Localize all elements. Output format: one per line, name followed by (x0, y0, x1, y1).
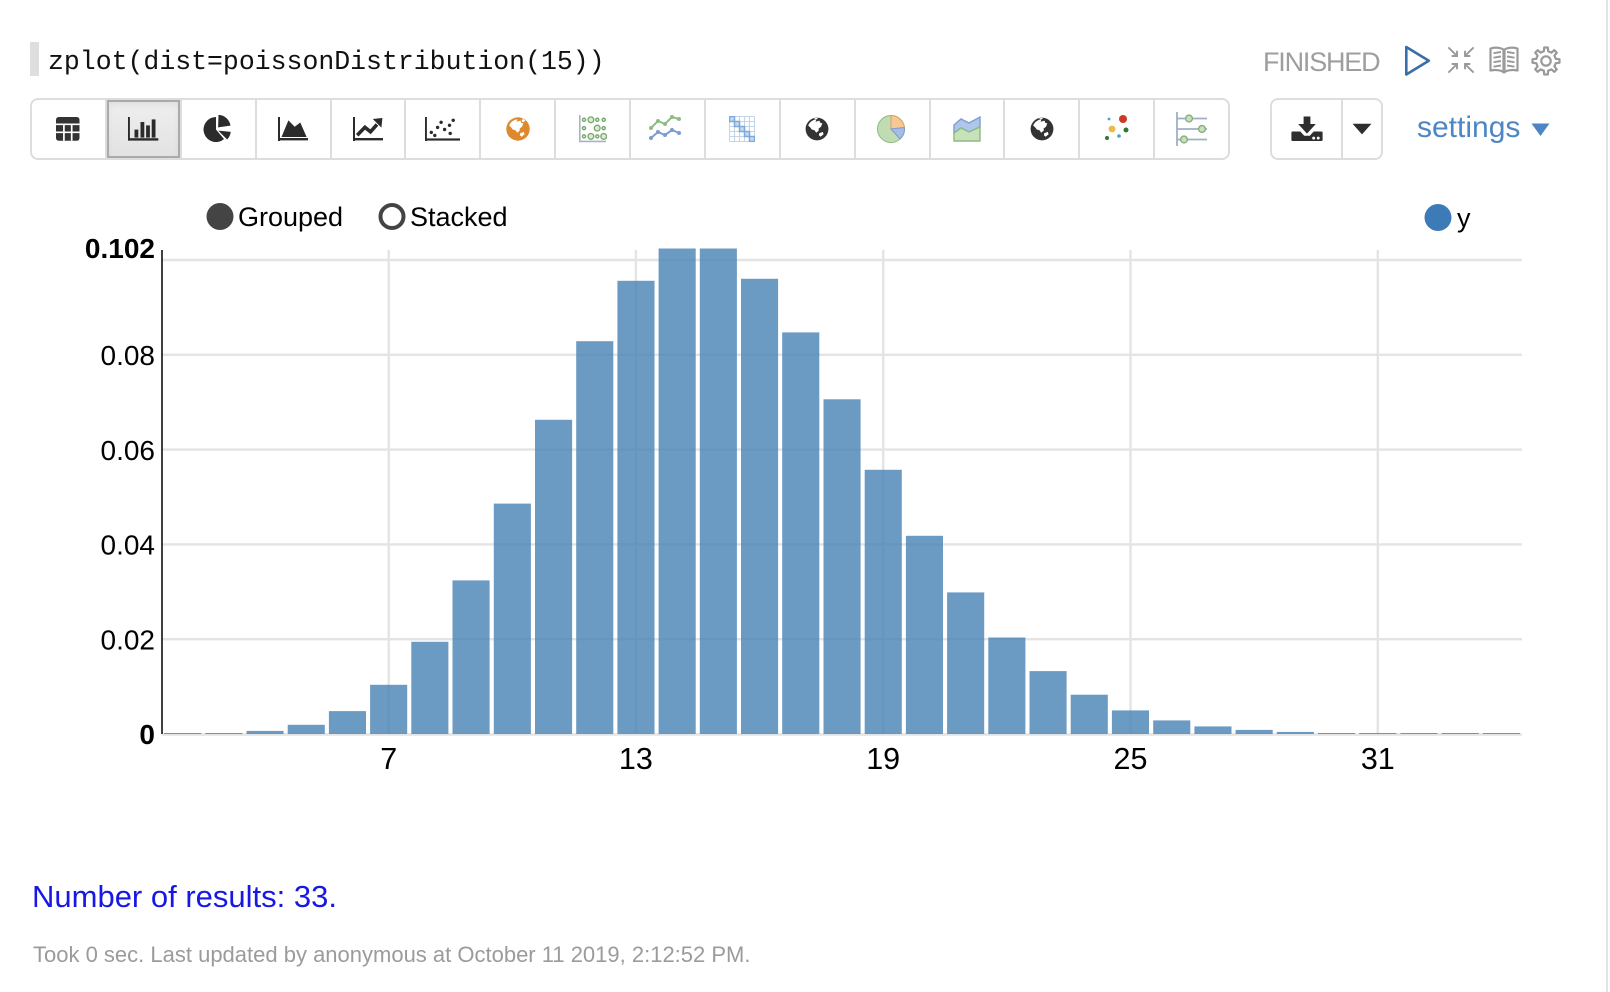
svg-text:Grouped: Grouped (238, 202, 343, 232)
svg-text:0: 0 (139, 719, 155, 750)
svg-text:0.06: 0.06 (101, 435, 156, 466)
svg-text:25: 25 (1114, 742, 1148, 776)
svg-text:19: 19 (866, 742, 900, 776)
svg-text:0.02: 0.02 (101, 625, 156, 656)
svg-text:13: 13 (619, 742, 653, 776)
svg-text:7: 7 (380, 742, 397, 776)
svg-text:y: y (1457, 203, 1471, 233)
svg-text:0.102: 0.102 (85, 233, 155, 264)
svg-text:31: 31 (1361, 742, 1395, 776)
svg-text:0.04: 0.04 (101, 530, 156, 561)
svg-text:Stacked: Stacked (410, 202, 508, 232)
svg-text:0.08: 0.08 (101, 340, 156, 371)
